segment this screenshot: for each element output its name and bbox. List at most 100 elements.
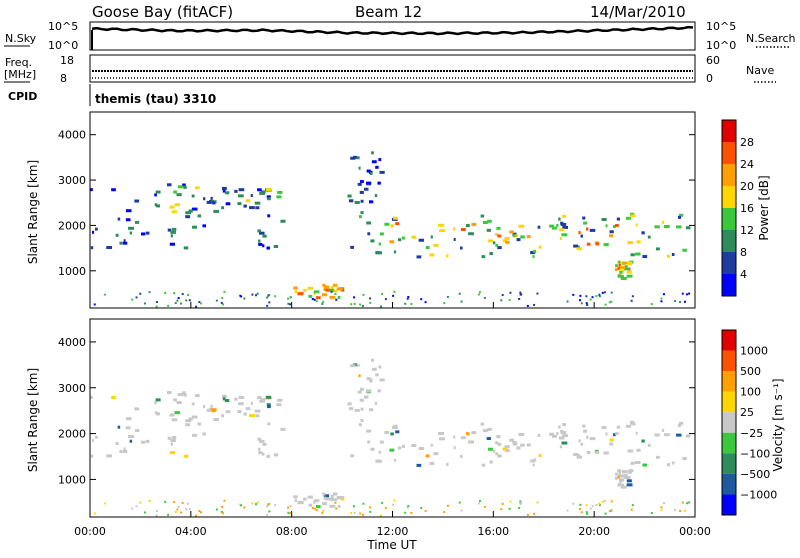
- power-cell: [274, 295, 277, 298]
- velocity-cell: [350, 512, 353, 515]
- noise-right-tick-top: 10^5: [706, 20, 736, 33]
- power-cell: [206, 200, 212, 204]
- power-cell: [192, 225, 198, 229]
- power-cell: [561, 233, 568, 237]
- velocity-cell: [221, 414, 225, 418]
- velocity-cell: [131, 507, 134, 510]
- power-cell: [369, 200, 374, 204]
- velocity-cell: [562, 423, 567, 427]
- power-cell: [366, 181, 372, 185]
- power-cell: [287, 297, 290, 300]
- power-cell: [359, 190, 364, 194]
- power-cell: [322, 283, 326, 287]
- velocity-cell: [185, 508, 188, 511]
- velocity-cell: [347, 402, 352, 406]
- power-cell: [369, 297, 372, 300]
- velocity-cell: [354, 408, 360, 412]
- colorbar-tick-label: 1000: [740, 345, 768, 358]
- power-cell: [171, 210, 178, 214]
- velocity-cell: [518, 432, 525, 436]
- power-cell: [390, 224, 394, 228]
- power-cell: [215, 299, 218, 302]
- velocity-cell: [683, 509, 686, 512]
- velocity-cell: [370, 447, 375, 451]
- power-cell: [262, 234, 267, 238]
- power-cell: [221, 186, 227, 190]
- power-cell: [268, 301, 271, 304]
- power-cell: [495, 233, 499, 237]
- power-cell: [106, 246, 113, 250]
- power-cell: [323, 285, 330, 289]
- colorbar-swatch: [722, 186, 736, 208]
- velocity-cell: [572, 502, 575, 505]
- power-cell: [578, 231, 581, 235]
- power-cell: [329, 295, 336, 299]
- velocity-cell: [446, 462, 449, 466]
- velocity-cell: [679, 509, 682, 512]
- power-cell: [289, 296, 292, 299]
- velocity-cell: [618, 472, 621, 476]
- velocity-cell: [174, 411, 181, 415]
- velocity-cell: [375, 373, 379, 377]
- power-cell: [537, 225, 541, 229]
- power-y-axis: 1000 2000 3000 4000: [58, 129, 695, 278]
- power-cell: [125, 218, 131, 222]
- velocity-cell: [617, 475, 620, 479]
- velocity-cell: [173, 398, 177, 402]
- velocity-cell: [662, 502, 665, 505]
- velocity-cell: [492, 449, 496, 453]
- velocity-cell: [134, 429, 140, 433]
- power-cell: [676, 225, 682, 229]
- velocity-cell: [260, 398, 266, 402]
- power-cell: [425, 246, 430, 250]
- power-cell: [401, 236, 405, 240]
- velocity-cell: [549, 432, 555, 436]
- power-cell: [177, 297, 180, 300]
- velocity-cell: [610, 500, 613, 503]
- noise-series-line: [91, 25, 694, 36]
- power-cell: [313, 298, 316, 301]
- velocity-cell: [125, 417, 132, 421]
- velocity-cell: [182, 391, 186, 395]
- velocity-cell: [614, 476, 618, 480]
- velocity-cell: [487, 427, 492, 431]
- power-cell: [224, 191, 230, 195]
- velocity-cell: [192, 433, 198, 437]
- velocity-cell: [353, 511, 356, 514]
- power-cell: [155, 190, 161, 194]
- velocity-cell: [360, 387, 364, 391]
- colorbar-frame: [721, 119, 737, 297]
- velocity-cell: [625, 424, 631, 428]
- power-cell: [636, 240, 641, 244]
- velocity-cell: [635, 431, 638, 435]
- power-cell: [562, 225, 568, 229]
- velocity-cell: [407, 504, 410, 507]
- velocity-cell: [595, 450, 600, 454]
- velocity-cell: [234, 397, 238, 401]
- velocity-cell: [497, 442, 502, 446]
- velocity-cell: [580, 511, 583, 514]
- velocity-cell: [203, 405, 206, 409]
- power-cell: [119, 241, 123, 245]
- velocity-cell: [173, 501, 176, 504]
- velocity-cell: [661, 428, 665, 432]
- power-cell: [172, 227, 177, 231]
- velocity-cell: [676, 433, 682, 437]
- velocity-cell: [443, 511, 446, 514]
- power-cell: [234, 189, 238, 193]
- cpid-label: CPID: [8, 90, 37, 103]
- power-cell: [393, 216, 398, 220]
- power-cell: [616, 217, 621, 221]
- velocity-cell: [134, 407, 140, 411]
- velocity-cell: [268, 510, 271, 513]
- velocity-cell: [280, 427, 286, 431]
- velocity-cell: [125, 426, 131, 430]
- velocity-cell: [259, 399, 266, 403]
- power-cell: [446, 254, 449, 258]
- power-cell: [123, 239, 126, 243]
- power-cell: [623, 267, 630, 271]
- power-cell: [250, 194, 253, 198]
- power-cell: [330, 290, 333, 293]
- velocity-cell: [630, 461, 635, 465]
- power-cell: [627, 241, 634, 245]
